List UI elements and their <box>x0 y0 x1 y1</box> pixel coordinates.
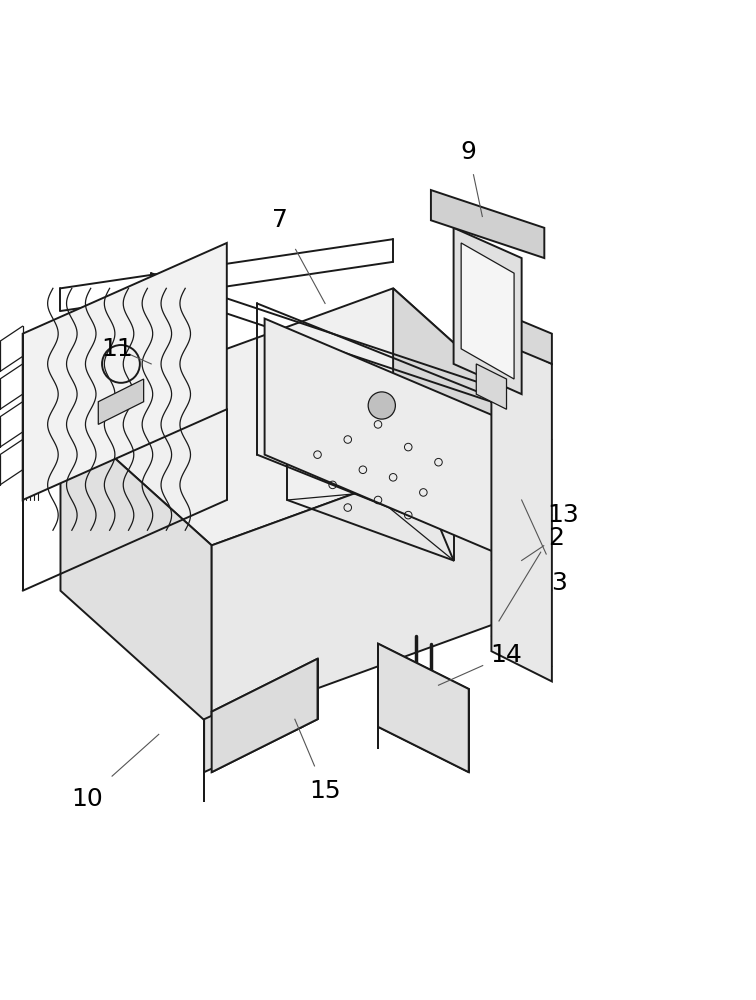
Polygon shape <box>212 424 544 727</box>
Circle shape <box>368 392 395 419</box>
Polygon shape <box>393 288 544 606</box>
Polygon shape <box>60 409 212 727</box>
Text: 15: 15 <box>309 779 341 803</box>
Text: 7: 7 <box>272 208 287 232</box>
Polygon shape <box>491 334 552 681</box>
Text: 11: 11 <box>101 337 133 361</box>
Polygon shape <box>454 228 522 394</box>
Polygon shape <box>378 644 469 772</box>
Polygon shape <box>204 674 302 772</box>
Polygon shape <box>60 288 544 545</box>
Polygon shape <box>461 296 552 364</box>
Polygon shape <box>98 379 144 424</box>
Text: 14: 14 <box>491 643 522 667</box>
Polygon shape <box>431 190 544 258</box>
Polygon shape <box>461 243 514 379</box>
Text: 13: 13 <box>547 503 579 527</box>
Text: 10: 10 <box>71 787 103 811</box>
Text: 3: 3 <box>552 571 567 595</box>
Polygon shape <box>212 659 318 772</box>
Text: 2: 2 <box>547 526 564 550</box>
Polygon shape <box>476 364 507 409</box>
Polygon shape <box>265 319 514 560</box>
Text: 9: 9 <box>461 140 476 164</box>
Polygon shape <box>23 243 227 500</box>
